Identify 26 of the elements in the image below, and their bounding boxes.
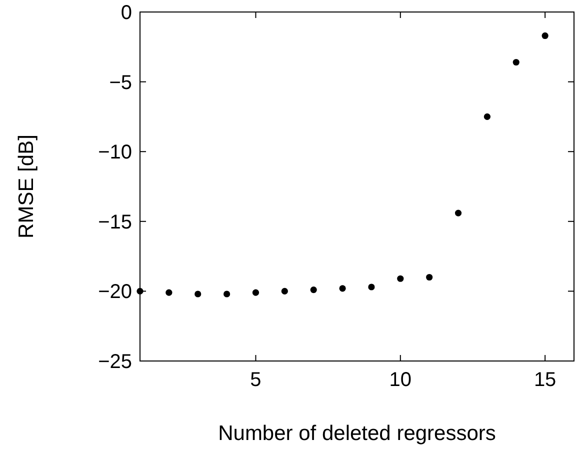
point — [252, 289, 260, 296]
point — [397, 275, 404, 282]
point — [542, 32, 548, 40]
point — [224, 290, 230, 298]
y-tick-label: −5 — [109, 72, 132, 94]
point — [368, 284, 375, 290]
point — [339, 285, 346, 292]
point — [281, 288, 288, 294]
x-tick-label: 15 — [534, 369, 556, 391]
point — [136, 288, 144, 294]
y-tick-label: −15 — [98, 211, 132, 234]
x-tick-label: 5 — [250, 369, 262, 391]
point — [310, 286, 317, 294]
y-tick-label: −20 — [98, 281, 132, 304]
point — [454, 210, 462, 216]
point — [484, 113, 490, 120]
y-tick-label: −10 — [98, 142, 132, 164]
y-axis-title: RMSE [dB] — [15, 134, 38, 238]
point — [194, 290, 202, 298]
point — [166, 289, 172, 296]
point — [512, 58, 520, 66]
y-tick-label: 0 — [120, 2, 132, 24]
x-axis-title: Number of deleted regressors — [218, 422, 496, 445]
point — [426, 274, 433, 281]
y-tick-label: −25 — [98, 351, 132, 373]
x-tick-label: 10 — [389, 369, 412, 391]
